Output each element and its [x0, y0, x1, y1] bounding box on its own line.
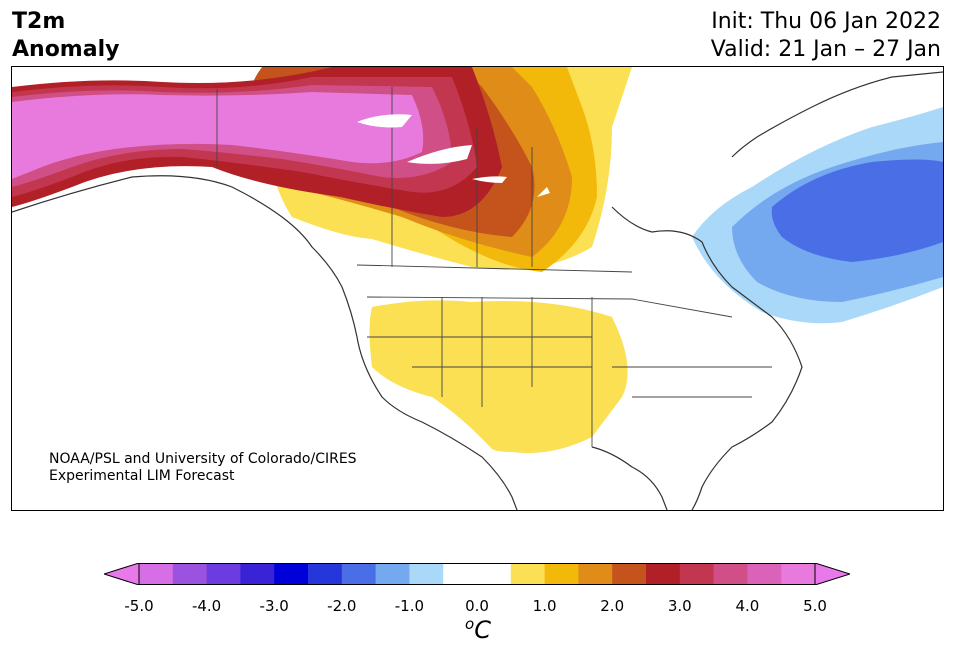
colorbar — [102, 562, 852, 586]
colorbar-swatch — [375, 563, 410, 585]
coastlines — [12, 71, 943, 510]
colorbar-swatch — [240, 563, 275, 585]
colorbar-tick-label: 2.0 — [600, 597, 625, 615]
colorbar-border — [138, 563, 816, 585]
colorbar-tick-label: -1.0 — [394, 597, 425, 615]
anomaly-map: NOAA/PSL and University of Colorado/CIRE… — [11, 66, 944, 511]
colorbar-swatch — [443, 563, 478, 585]
colorbar-swatch — [308, 563, 343, 585]
unit-label: oC — [465, 615, 491, 644]
colorbar-swatch — [679, 563, 715, 585]
colorbar-extend-high — [814, 562, 852, 586]
colorbar-swatch — [747, 563, 782, 585]
map-title: T2m Anomaly — [12, 8, 119, 64]
colorbar-tick-label: 0.0 — [465, 597, 489, 615]
title-line2: Anomaly — [12, 37, 120, 62]
colorbar-swatch — [646, 563, 681, 585]
colorbar-swatch — [578, 563, 613, 585]
anomaly-region-pink — [12, 92, 424, 179]
lakes — [357, 114, 550, 197]
colorbar-tick-label: -4.0 — [191, 597, 222, 615]
colorbar-swatch — [206, 563, 241, 585]
colorbar-tick-label: -2.0 — [327, 597, 357, 615]
credit-text: NOAA/PSL and University of Colorado/CIRE… — [49, 451, 357, 485]
colorbar-extend-low — [102, 562, 140, 586]
anomaly-region-darkblue — [771, 159, 943, 262]
colorbar-tick-label: 4.0 — [735, 597, 760, 615]
colorbar-tick-label: -5.0 — [124, 597, 154, 615]
init-date: Init: Thu 06 Jan 2022 — [711, 9, 941, 34]
map-canvas — [12, 67, 943, 510]
title-line1: T2m — [12, 9, 66, 34]
credit-line1: NOAA/PSL and University of Colorado/CIRE… — [49, 451, 357, 467]
colorbar-swatch — [139, 563, 174, 585]
unit-base: C — [474, 616, 491, 644]
valid-range: Valid: 21 Jan – 27 Jan — [710, 37, 941, 62]
colorbar-swatch — [341, 563, 377, 585]
colorbar-tick-label: -3.0 — [259, 597, 289, 615]
colorbar-swatch — [274, 563, 309, 585]
colorbar-tick-label: 3.0 — [667, 597, 692, 615]
colorbar-tick-label: 5.0 — [803, 597, 827, 615]
colorbar-swatch — [544, 563, 579, 585]
colorbar-swatch — [510, 563, 546, 585]
unit-superscript: o — [465, 615, 475, 633]
forecast-dates: Init: Thu 06 Jan 2022 Valid: 21 Jan – 27… — [711, 8, 941, 64]
colorbar-swatch — [477, 563, 512, 585]
colorbar-swatch — [781, 563, 816, 585]
colorbar-svg — [102, 562, 852, 586]
credit-line2: Experimental LIM Forecast — [49, 468, 235, 484]
colorbar-swatch — [172, 563, 208, 585]
colorbar-swatch — [612, 563, 647, 585]
colorbar-tick-label: 1.0 — [532, 597, 557, 615]
colorbar-swatch — [409, 563, 444, 585]
political-borders — [216, 87, 772, 447]
colorbar-swatch — [713, 563, 748, 585]
